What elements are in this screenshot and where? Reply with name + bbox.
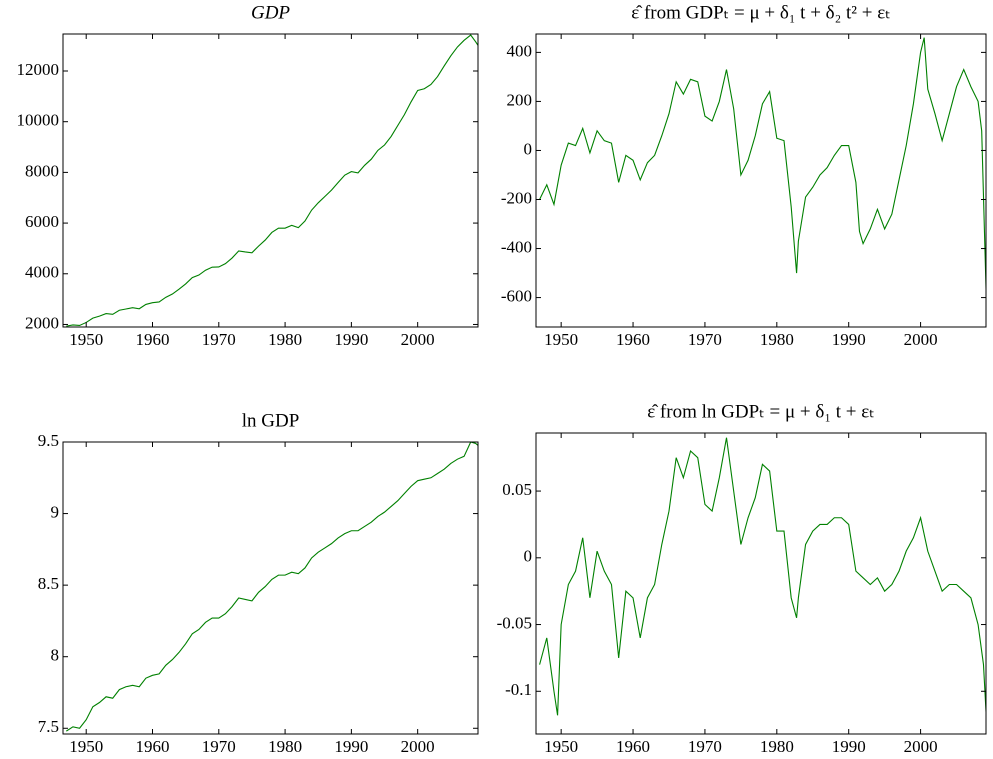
x-tick-label: 1980 (760, 737, 794, 756)
y-tick-label: -200 (501, 188, 532, 207)
y-tick-label: 10000 (17, 111, 60, 130)
subplot: ε̂ from GDPₜ = μ + δ₁ t + δ₂ t² + εₜ 1950… (501, 2, 987, 349)
subplot: ε̂ from ln GDPₜ = μ + δ₁ t + εₜ 1950 1960 1… (497, 401, 987, 756)
chart-title: ε̂ from GDPₜ = μ + δ₁ t + δ₂ t² + εₜ (631, 2, 891, 23)
x-tick-label: 1970 (688, 737, 722, 756)
x-tick-label: 2000 (401, 330, 435, 349)
y-tick-label: 9.5 (38, 431, 59, 450)
x-tick-label: 1950 (544, 737, 578, 756)
x-tick-label: 1950 (544, 330, 578, 349)
x-tick-label: 1960 (135, 737, 169, 756)
y-tick-label: 8 (51, 646, 60, 665)
y-tick-label: 9 (51, 502, 60, 521)
axes-frame (62, 33, 479, 328)
data-line (539, 37, 986, 308)
subplot: ln GDP 1950 1960 1970 1980 1990 2000 7.5 8 8.5 9 9.… (38, 410, 479, 756)
y-tick-label: 4000 (25, 263, 59, 282)
y-tick-label: -0.1 (505, 680, 532, 699)
x-tick-label: 1990 (334, 737, 368, 756)
y-tick-label: 0 (524, 139, 533, 158)
data-line (66, 34, 478, 327)
y-tick-label: -0.05 (497, 613, 532, 632)
chart-title: GDP (251, 2, 290, 23)
y-tick-label: 2000 (25, 313, 59, 332)
x-tick-label: 2000 (904, 737, 938, 756)
y-tick-label: 0 (524, 547, 533, 566)
x-tick-label: 1990 (334, 330, 368, 349)
x-tick-label: 2000 (904, 330, 938, 349)
x-tick-label: 1980 (268, 737, 302, 756)
x-tick-label: 1960 (616, 330, 650, 349)
data-line (539, 437, 986, 722)
chart-title: ln GDP (242, 410, 300, 431)
y-tick-label: 0.05 (502, 480, 532, 499)
y-tick-label: -400 (501, 237, 532, 256)
y-tick-label: 8000 (25, 161, 59, 180)
x-tick-label: 1990 (832, 330, 866, 349)
axes-frame (62, 441, 479, 735)
y-tick-label: 8.5 (38, 574, 59, 593)
x-tick-label: 1950 (69, 330, 103, 349)
axes-frame (535, 33, 987, 328)
x-tick-label: 1990 (832, 737, 866, 756)
y-tick-label: 12000 (17, 60, 60, 79)
x-tick-label: 1950 (69, 737, 103, 756)
y-tick-label: 400 (507, 41, 533, 60)
x-tick-label: 1960 (616, 737, 650, 756)
y-tick-label: 7.5 (38, 717, 59, 736)
x-tick-label: 1970 (688, 330, 722, 349)
x-tick-label: 1980 (760, 330, 794, 349)
y-tick-label: -600 (501, 286, 532, 305)
x-tick-label: 1970 (202, 737, 236, 756)
x-tick-label: 1980 (268, 330, 302, 349)
x-tick-label: 2000 (401, 737, 435, 756)
subplot: GDP 1950 1960 1970 1980 1990 2000 2000 4000 6000 8… (17, 2, 479, 349)
x-tick-label: 1970 (202, 330, 236, 349)
x-tick-label: 1960 (135, 330, 169, 349)
y-tick-label: 200 (507, 90, 533, 109)
chart-title: ε̂ from ln GDPₜ = μ + δ₁ t + εₜ (647, 401, 875, 422)
y-tick-label: 6000 (25, 212, 59, 231)
axes-frame (535, 432, 987, 735)
data-line (66, 442, 478, 732)
